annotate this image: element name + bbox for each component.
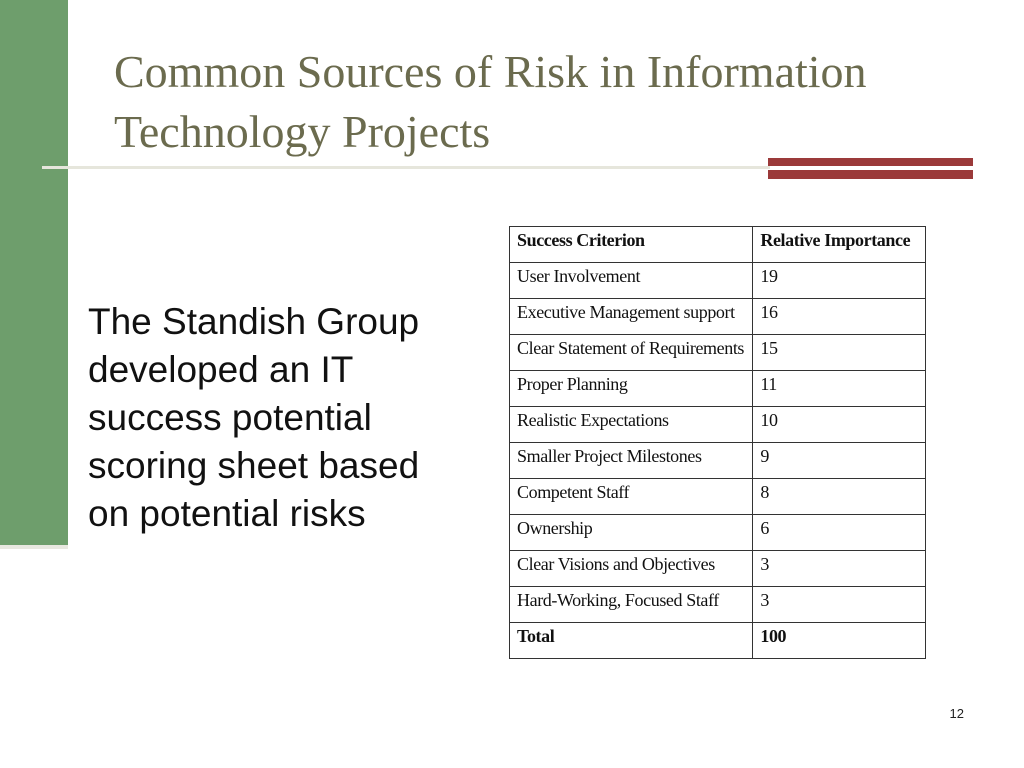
criterion-cell: Clear Visions and Objectives xyxy=(508,550,754,587)
table-row: Ownership 6 xyxy=(508,514,926,551)
table-row: Proper Planning 11 xyxy=(508,370,926,407)
criterion-cell: Ownership xyxy=(508,514,754,551)
importance-cell: 3 xyxy=(752,550,926,587)
left-accent-bar-shadow xyxy=(0,545,68,549)
success-criteria-table: Success Criterion Relative Importance Us… xyxy=(508,226,926,659)
header-relative-importance: Relative Importance xyxy=(752,226,926,263)
criterion-cell: Executive Management support xyxy=(508,298,754,335)
accent-stripe-top xyxy=(768,158,973,166)
table-row: Realistic Expectations 10 xyxy=(508,406,926,443)
importance-cell: 9 xyxy=(752,442,926,479)
title-divider xyxy=(42,166,770,169)
importance-cell: 3 xyxy=(752,586,926,623)
table-header-row: Success Criterion Relative Importance xyxy=(508,226,926,263)
body-text: The Standish Group developed an IT succe… xyxy=(88,301,420,534)
table-row: User Involvement 19 xyxy=(508,262,926,299)
table-row: Clear Visions and Objectives 3 xyxy=(508,550,926,587)
slide-title: Common Sources of Risk in Information Te… xyxy=(114,46,867,157)
importance-cell: 6 xyxy=(752,514,926,551)
table-row: Executive Management support 16 xyxy=(508,298,926,335)
criterion-cell: Proper Planning xyxy=(508,370,754,407)
left-accent-bar xyxy=(0,0,68,545)
importance-cell: 8 xyxy=(752,478,926,515)
importance-cell: 10 xyxy=(752,406,926,443)
criterion-cell: Hard-Working, Focused Staff xyxy=(508,586,754,623)
importance-cell: 16 xyxy=(752,298,926,335)
criterion-cell: Smaller Project Milestones xyxy=(508,442,754,479)
importance-cell: 11 xyxy=(752,370,926,407)
criterion-cell: Competent Staff xyxy=(508,478,754,515)
table-row: Competent Staff 8 xyxy=(508,478,926,515)
page-number: 12 xyxy=(949,706,964,721)
table-row: Smaller Project Milestones 9 xyxy=(508,442,926,479)
total-value-cell: 100 xyxy=(752,622,926,659)
total-label-cell: Total xyxy=(508,622,754,659)
importance-cell: 19 xyxy=(752,262,926,299)
accent-stripe-bottom xyxy=(768,170,973,179)
criterion-cell: Clear Statement of Requirements xyxy=(508,334,754,371)
criterion-cell: Realistic Expectations xyxy=(508,406,754,443)
importance-cell: 15 xyxy=(752,334,926,371)
criterion-cell: User Involvement xyxy=(508,262,754,299)
table-row: Clear Statement of Requirements 15 xyxy=(508,334,926,371)
table-row: Hard-Working, Focused Staff 3 xyxy=(508,586,926,623)
header-success-criterion: Success Criterion xyxy=(508,226,754,263)
table-total-row: Total 100 xyxy=(508,622,926,659)
